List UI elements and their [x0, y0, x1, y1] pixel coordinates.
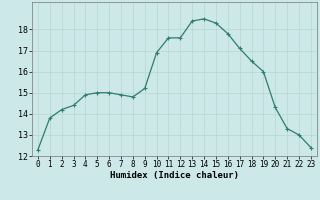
X-axis label: Humidex (Indice chaleur): Humidex (Indice chaleur): [110, 171, 239, 180]
